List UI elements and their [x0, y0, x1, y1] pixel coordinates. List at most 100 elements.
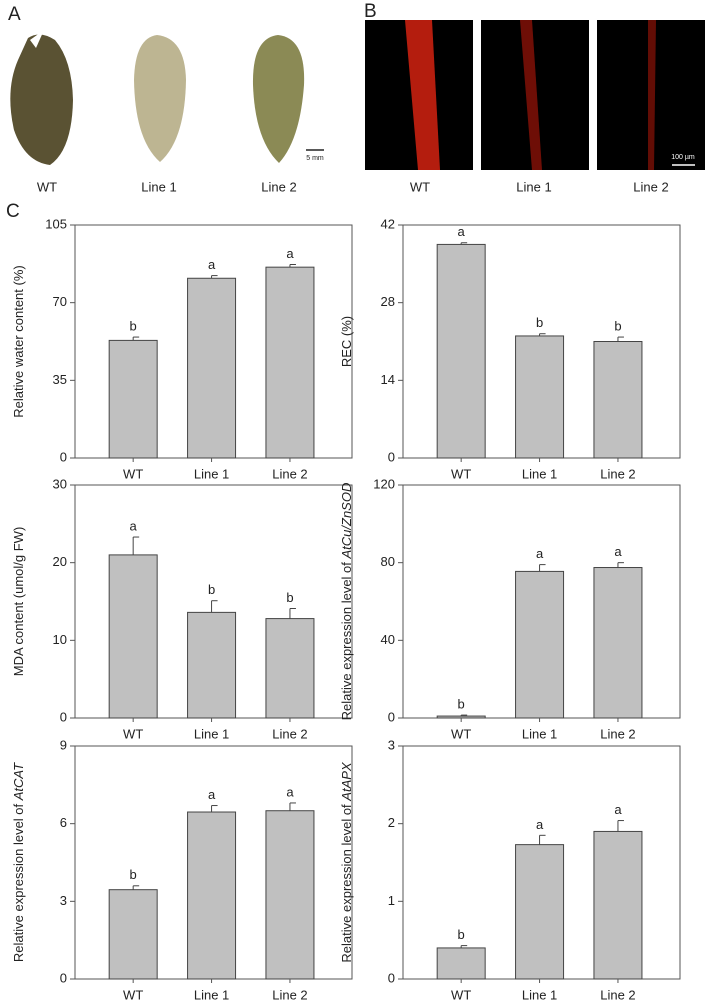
x-tick-label: Line 2 [272, 466, 307, 481]
y-axis-label: MDA content (umol/g FW) [11, 527, 26, 677]
y-tick-label: 3 [60, 893, 67, 908]
bar [436, 947, 486, 980]
y-tick-label: 0 [388, 449, 395, 464]
y-tick-label: 1 [388, 893, 395, 908]
significance-letter: b [130, 318, 137, 333]
x-tick-label: WT [123, 726, 143, 741]
bar [593, 341, 643, 459]
image-label: WT [37, 179, 57, 194]
significance-letter: b [536, 315, 543, 330]
x-tick-label: Line 1 [522, 987, 557, 1002]
y-tick-label: 120 [373, 476, 395, 491]
y-axis-label: Relative water content (%) [11, 265, 26, 417]
bar [515, 335, 565, 459]
significance-letter: a [614, 802, 622, 817]
panel-b-images [365, 20, 705, 170]
image-label: Line 1 [141, 179, 176, 194]
significance-letter: b [458, 927, 465, 942]
significance-letter: b [614, 318, 621, 333]
significance-letter: b [458, 697, 465, 712]
x-tick-label: Line 2 [600, 726, 635, 741]
y-tick-label: 35 [53, 372, 67, 387]
y-tick-label: 0 [60, 970, 67, 985]
y-tick-label: 28 [381, 294, 395, 309]
significance-letter: b [208, 582, 215, 597]
bar [436, 715, 486, 719]
y-axis-label-gene: AtCAT [11, 762, 26, 801]
x-tick-label: Line 2 [272, 987, 307, 1002]
panel-label: A [8, 4, 21, 25]
y-tick-label: 80 [381, 554, 395, 569]
y-axis-label-text: REC (%) [339, 316, 354, 367]
y-axis-label-text: Relative expression level of [339, 559, 354, 721]
y-axis-label-text: Relative expression level of [11, 800, 26, 962]
significance-letter: b [130, 867, 137, 882]
y-tick-label: 6 [60, 815, 67, 830]
y-axis-label: REC (%) [339, 316, 354, 367]
significance-letter: a [130, 518, 138, 533]
y-axis-label-text: MDA content (umol/g FW) [11, 527, 26, 677]
y-tick-label: 0 [388, 709, 395, 724]
bar [187, 611, 237, 719]
bar [515, 844, 565, 980]
scale-bar-label: 5 mm [306, 155, 324, 162]
panel-a-images [10, 30, 324, 165]
y-axis-label: Relative expression level of AtCAT [11, 762, 26, 962]
significance-letter: a [536, 817, 544, 832]
y-axis-label-gene: AtCu/ZnSOD [339, 483, 354, 560]
significance-letter: a [286, 246, 294, 261]
significance-letter: a [208, 787, 216, 802]
y-tick-label: 2 [388, 815, 395, 830]
bar [108, 889, 158, 980]
y-axis-label: Relative expression level of AtCu/ZnSOD [339, 483, 354, 721]
image-label: Line 2 [633, 179, 668, 194]
y-tick-label: 0 [60, 709, 67, 724]
bar [265, 266, 315, 459]
y-axis-label-text: Relative expression level of [339, 801, 354, 963]
y-tick-label: 20 [53, 554, 67, 569]
bar [265, 810, 315, 980]
panel-label: B [364, 1, 377, 22]
bar [515, 570, 565, 719]
bar [108, 554, 158, 719]
significance-letter: a [458, 224, 466, 239]
x-tick-label: Line 1 [522, 466, 557, 481]
image-label: Line 2 [261, 179, 296, 194]
y-tick-label: 10 [53, 632, 67, 647]
x-tick-label: Line 1 [522, 726, 557, 741]
significance-letter: b [286, 590, 293, 605]
x-tick-label: Line 1 [194, 987, 229, 1002]
image-label: WT [410, 179, 430, 194]
y-tick-label: 30 [53, 476, 67, 491]
y-tick-label: 14 [381, 372, 395, 387]
x-tick-label: Line 1 [194, 466, 229, 481]
x-tick-label: Line 2 [600, 987, 635, 1002]
significance-letter: a [614, 544, 622, 559]
x-tick-label: WT [451, 466, 471, 481]
bar [108, 339, 158, 459]
bar [265, 618, 315, 719]
y-tick-label: 105 [45, 216, 67, 231]
y-tick-label: 70 [53, 294, 67, 309]
y-axis-label-gene: AtAPX [339, 761, 354, 802]
significance-letter: a [536, 546, 544, 561]
y-axis-label-text: Relative water content (%) [11, 265, 26, 417]
x-tick-label: Line 2 [600, 466, 635, 481]
image-label: Line 1 [516, 179, 551, 194]
y-tick-label: 0 [60, 449, 67, 464]
y-tick-label: 0 [388, 970, 395, 985]
bar [187, 277, 237, 459]
x-tick-label: Line 2 [272, 726, 307, 741]
bar [187, 811, 237, 980]
significance-letter: a [286, 784, 294, 799]
significance-letter: a [208, 257, 216, 272]
panel-label: C [6, 201, 20, 222]
y-tick-label: 9 [60, 737, 67, 752]
y-axis-label: Relative expression level of AtAPX [339, 761, 354, 962]
y-tick-label: 40 [381, 632, 395, 647]
x-tick-label: WT [451, 726, 471, 741]
y-tick-label: 42 [381, 216, 395, 231]
x-tick-label: WT [123, 466, 143, 481]
scale-bar-label: 100 µm [671, 154, 695, 161]
